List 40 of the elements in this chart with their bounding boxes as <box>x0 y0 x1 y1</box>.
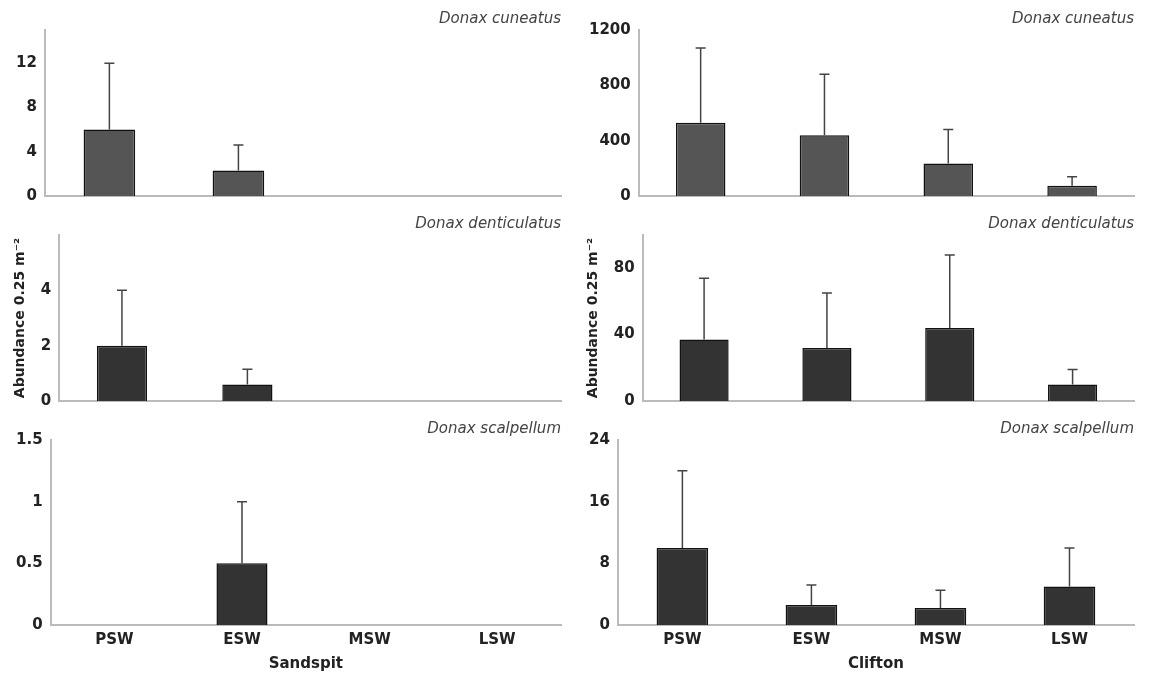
y-tick-label: 0.5 <box>15 553 43 572</box>
y-tick-label: 0 <box>40 390 52 409</box>
chart-title: Donax scalpellum <box>1000 418 1134 437</box>
y-tick-label: 800 <box>599 75 631 94</box>
x-axis-title: Clifton <box>847 653 904 672</box>
y-tick-label: 0 <box>599 614 610 633</box>
y-tick-label: 40 <box>613 324 635 343</box>
x-axis-title: Sandspit <box>268 653 343 672</box>
chart-title: Donax scalpellum <box>427 418 561 437</box>
y-tick-label: 24 <box>589 429 610 448</box>
y-tick-label: 12 <box>16 53 37 72</box>
x-tick-label: LSW <box>478 629 517 648</box>
chart-title: Donax denticulatus <box>415 213 562 232</box>
y-tick-label: 8 <box>26 97 37 116</box>
y-tick-label: 2 <box>40 335 52 354</box>
chart-title: Donax cuneatus <box>439 8 562 27</box>
x-tick-label: ESW <box>792 629 831 648</box>
y-tick-label: 8 <box>599 553 610 572</box>
y-axis-title: Abundance 0.25 m⁻² <box>584 237 601 399</box>
y-tick-label: 1 <box>32 491 43 510</box>
chart-title: Donax cuneatus <box>1012 8 1135 27</box>
y-tick-label: 0 <box>32 614 43 633</box>
y-tick-label: 4 <box>26 141 37 160</box>
y-tick-label: 0 <box>620 185 631 204</box>
x-tick-label: MSW <box>919 629 963 648</box>
y-tick-label: 4 <box>40 280 52 299</box>
y-tick-label: 1200 <box>589 19 631 38</box>
y-tick-label: 80 <box>613 258 635 277</box>
y-tick-label: 0 <box>26 185 37 204</box>
y-axis-title: Abundance 0.25 m⁻² <box>11 237 28 399</box>
x-tick-label: PSW <box>95 629 134 648</box>
x-tick-label: PSW <box>663 629 703 648</box>
y-tick-label: 0 <box>624 390 635 409</box>
chart-title: Donax denticulatus <box>988 213 1135 232</box>
y-tick-label: 400 <box>599 130 631 149</box>
y-tick-label: 16 <box>589 491 610 510</box>
y-tick-label: 1.5 <box>15 429 43 448</box>
x-tick-label: ESW <box>223 629 262 648</box>
x-tick-label: LSW <box>1051 629 1089 648</box>
x-tick-label: MSW <box>348 629 392 648</box>
